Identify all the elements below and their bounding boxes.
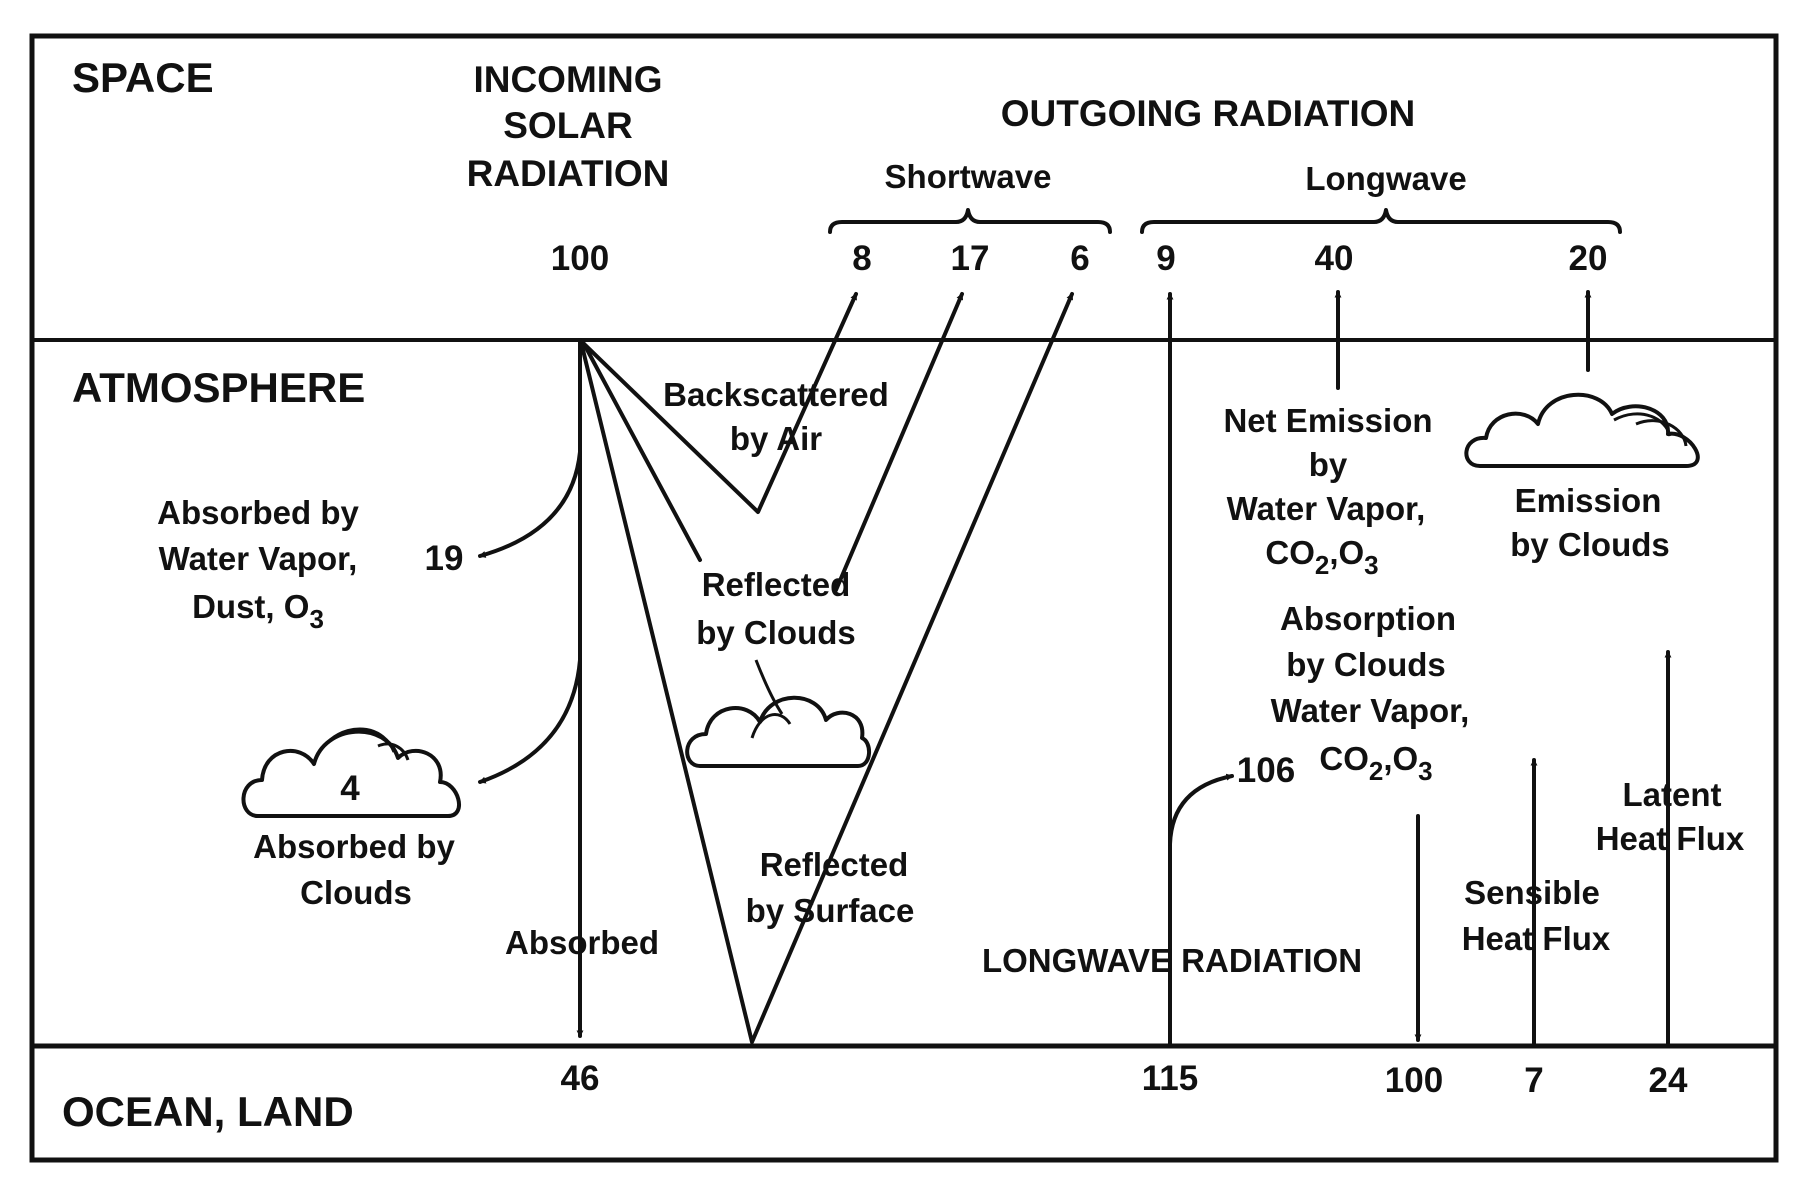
absorption-line-1: Absorption bbox=[1280, 600, 1456, 637]
shortwave-label: Shortwave bbox=[885, 158, 1052, 195]
longwave-label: Longwave bbox=[1305, 160, 1466, 197]
incoming-title-line-3: RADIATION bbox=[467, 153, 670, 194]
outgoing-title: OUTGOING RADIATION bbox=[1001, 93, 1416, 134]
absorbed-water-vapor-value: 19 bbox=[425, 539, 464, 578]
absorbed-label: Absorbed bbox=[505, 924, 659, 961]
longwave-brace bbox=[1140, 208, 1622, 234]
sensible-heat-line-2: Heat Flux bbox=[1462, 920, 1611, 957]
cloud-reflecting-icon bbox=[685, 695, 871, 768]
region-label-space: SPACE bbox=[72, 54, 214, 101]
net-emission-line-2: by bbox=[1309, 446, 1348, 483]
absorbed-water-vapor-line-1: Absorbed by bbox=[157, 494, 359, 531]
reflected-by-surface-arrow bbox=[580, 292, 1074, 1044]
surface-absorbed-value: 46 bbox=[561, 1059, 600, 1098]
reflected-clouds-line-2: by Clouds bbox=[696, 614, 856, 651]
cloud-absorbing-icon bbox=[241, 727, 461, 818]
reflected-surface-line-1: Reflected bbox=[760, 846, 909, 883]
absorbed-clouds-line-1: Absorbed by bbox=[253, 828, 455, 865]
reflected-by-clouds-arrow bbox=[834, 292, 964, 592]
shortwave-air-value: 8 bbox=[852, 239, 871, 278]
incoming-title-line-1: INCOMING bbox=[473, 59, 662, 100]
surface-latent-value: 24 bbox=[1649, 1061, 1688, 1100]
shortwave-surface-value: 6 bbox=[1070, 239, 1089, 278]
absorbed-clouds-line-2: Clouds bbox=[300, 874, 412, 911]
shortwave-brace bbox=[828, 208, 1112, 234]
absorbed-clouds-value: 4 bbox=[340, 769, 360, 808]
emission-clouds-line-1: Emission bbox=[1515, 482, 1662, 519]
net-emission-line-1: Net Emission bbox=[1223, 402, 1432, 439]
absorption-line-4: CO2,O3 bbox=[1319, 740, 1432, 786]
absorbed-water-vapor-line-2: Water Vapor, bbox=[159, 540, 358, 577]
net-emission-line-3: Water Vapor, bbox=[1227, 490, 1426, 527]
incoming-title-line-2: SOLAR bbox=[503, 105, 633, 146]
latent-heat-line-2: Heat Flux bbox=[1596, 820, 1745, 857]
surface-longwave-value: 115 bbox=[1142, 1059, 1198, 1098]
region-label-surface: OCEAN, LAND bbox=[62, 1088, 354, 1135]
water-vapor-absorption-arrow bbox=[478, 450, 582, 558]
longwave-clouds-value: 20 bbox=[1569, 239, 1608, 278]
surface-sensible-value: 7 bbox=[1524, 1061, 1543, 1100]
longwave-surface-value: 9 bbox=[1156, 239, 1175, 278]
longwave-radiation-label: LONGWAVE RADIATION bbox=[982, 942, 1362, 979]
cloud-emitting-icon bbox=[1464, 392, 1700, 468]
region-label-atmosphere: ATMOSPHERE bbox=[72, 364, 365, 411]
absorption-value: 106 bbox=[1237, 751, 1295, 790]
reflected-surface-line-2: by Surface bbox=[746, 892, 915, 929]
incoming-value: 100 bbox=[551, 239, 609, 278]
backscattered-label-line-2: by Air bbox=[730, 420, 822, 457]
diagram-frame bbox=[29, 33, 1779, 1163]
backscattered-label-line-1: Backscattered bbox=[663, 376, 889, 413]
reflected-clouds-line-1: Reflected bbox=[702, 566, 851, 603]
latent-heat-line-1: Latent bbox=[1623, 776, 1722, 813]
backscatter-by-air-arrow bbox=[580, 292, 858, 514]
absorption-line-2: by Clouds bbox=[1286, 646, 1446, 683]
cloud-absorption-arrow bbox=[478, 658, 582, 784]
longwave-absorption-arrow bbox=[1168, 773, 1234, 846]
to-cloud-reflection-line bbox=[582, 342, 702, 562]
absorbed-water-vapor-line-3: Dust, O3 bbox=[192, 588, 324, 634]
absorption-line-3: Water Vapor, bbox=[1271, 692, 1470, 729]
longwave-atmosphere-value: 40 bbox=[1315, 239, 1354, 278]
emission-clouds-line-2: by Clouds bbox=[1510, 526, 1670, 563]
reflected-by-clouds-pointer bbox=[754, 659, 784, 715]
surface-back-radiation-value: 100 bbox=[1385, 1061, 1443, 1100]
sensible-heat-line-1: Sensible bbox=[1464, 874, 1600, 911]
shortwave-clouds-value: 17 bbox=[951, 239, 990, 278]
net-emission-line-4: CO2,O3 bbox=[1265, 534, 1378, 580]
